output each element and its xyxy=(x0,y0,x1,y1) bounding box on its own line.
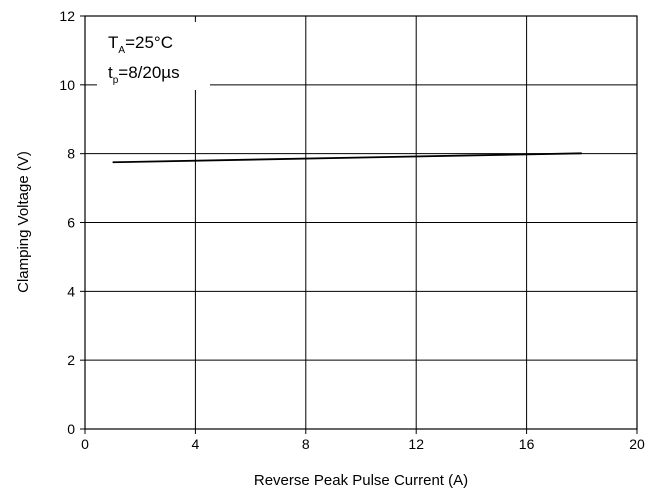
series-line xyxy=(112,152,582,164)
x-tick-label: 16 xyxy=(519,436,535,452)
x-axis-label: Reverse Peak Pulse Current (A) xyxy=(254,472,468,489)
y-tick-label: 0 xyxy=(67,421,75,437)
annotation-temperature: TA=25°C xyxy=(108,33,173,56)
y-tick-label: 12 xyxy=(59,8,75,24)
y-tick-label: 6 xyxy=(67,215,75,231)
y-tick-label: 10 xyxy=(59,77,75,93)
annotation-pulse-width: tp=8/20µs xyxy=(108,63,180,86)
x-tick-label: 12 xyxy=(408,436,424,452)
x-tick-label: 0 xyxy=(81,436,89,452)
series-layer xyxy=(112,152,582,164)
y-tick-label: 4 xyxy=(67,283,75,299)
x-tick-label: 20 xyxy=(629,436,645,452)
x-axis-ticks: 0 4 8 12 16 20 xyxy=(81,429,645,452)
annotation-box xyxy=(97,22,210,90)
y-axis-label: Clamping Voltage (V) xyxy=(15,151,32,293)
y-tick-label: 8 xyxy=(67,146,75,162)
y-tick-label: 2 xyxy=(67,352,75,368)
y-axis-ticks: 0 2 4 6 8 10 12 xyxy=(59,8,85,437)
x-tick-label: 8 xyxy=(302,436,310,452)
x-tick-label: 4 xyxy=(192,436,200,452)
